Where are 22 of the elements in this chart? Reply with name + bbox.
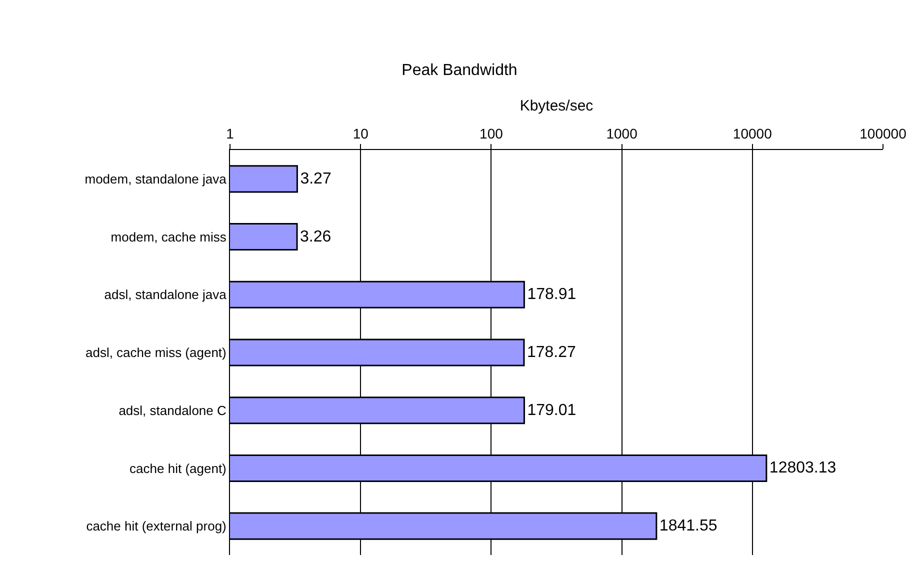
y-tick-label: modem, standalone java (84, 171, 228, 186)
data-label: 12803.13 (769, 460, 836, 477)
chart-title: Peak Bandwidth (402, 62, 518, 80)
y-tick-label: cache hit (agent) (130, 460, 226, 476)
x-tick-label: 10 (352, 125, 369, 142)
y-tick-label: cache hit (external prog) (86, 518, 226, 534)
data-label: 1841.55 (659, 518, 718, 535)
x-tick-label: 1000 (606, 125, 638, 142)
x-axis-title: Kbytes/sec (520, 98, 594, 115)
y-tick-label: adsl, cache miss (agent) (85, 345, 226, 360)
data-label: 3.26 (300, 228, 332, 246)
y-tick-label: modem, cache miss (110, 229, 227, 244)
x-tick-label: 100000 (860, 125, 907, 142)
x-tick-label: 10000 (732, 125, 772, 142)
x-tick-label: 1 (226, 125, 234, 142)
x-tick-label: 100 (480, 125, 504, 142)
y-tick-label: adsl, standalone C (118, 402, 226, 418)
data-label: 178.91 (527, 286, 576, 304)
data-label: 178.27 (526, 344, 576, 361)
data-label: 3.27 (300, 170, 332, 188)
y-tick-label: adsl, standalone java (104, 287, 228, 302)
data-label: 179.01 (527, 402, 576, 419)
